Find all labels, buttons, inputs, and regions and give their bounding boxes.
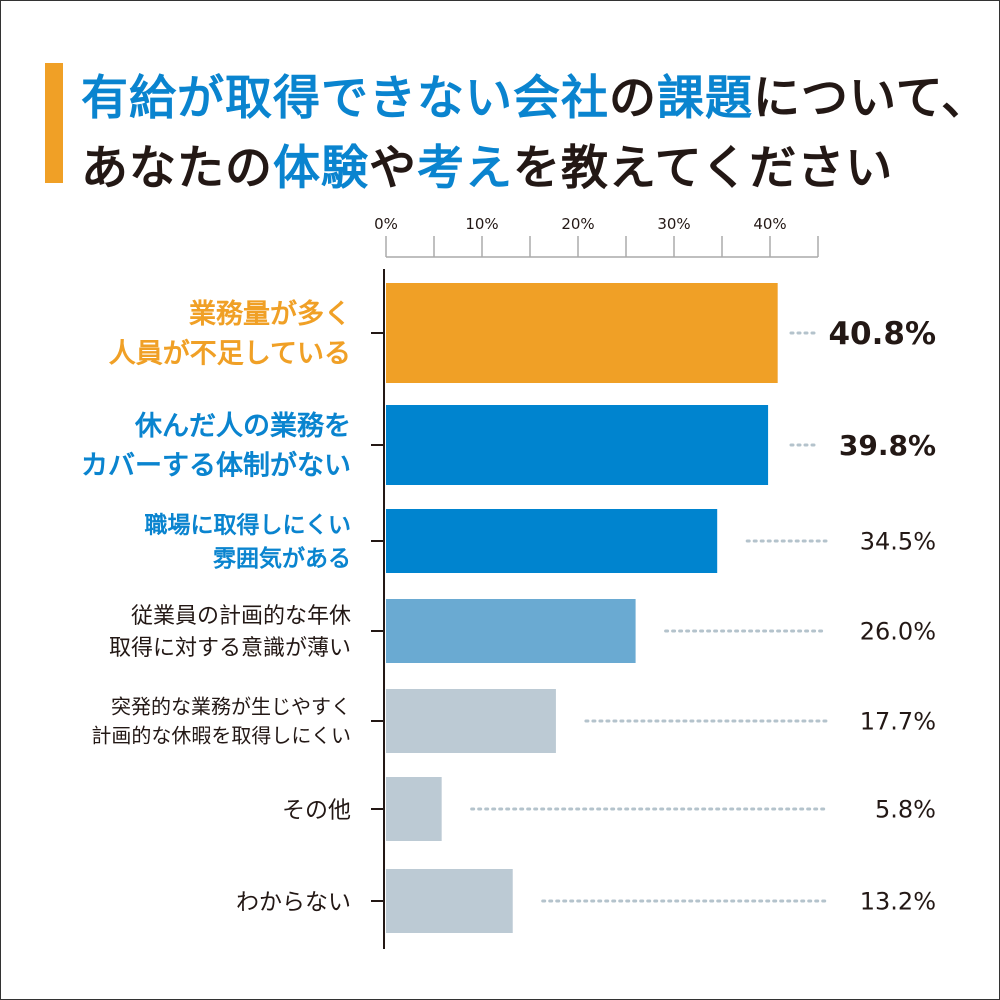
bar	[386, 405, 769, 485]
bar	[386, 283, 778, 383]
title-segment: 考え	[417, 141, 513, 196]
x-tick-label: 10%	[465, 215, 498, 233]
x-tick-label: 40%	[753, 215, 786, 233]
title-segment: の	[609, 71, 657, 126]
category-label: 従業員の計画的な年休	[131, 604, 351, 629]
value-label: 17.7%	[860, 708, 936, 736]
category-label: 計画的な休暇を取得しにくい	[91, 724, 351, 748]
value-label: 40.8%	[828, 316, 936, 352]
category-label: 業務量が多く	[189, 298, 351, 330]
category-label: 職場に取得しにくい	[144, 512, 351, 539]
bar	[386, 689, 556, 753]
x-tick-label: 20%	[561, 215, 594, 233]
category-label: 雰囲気がある	[213, 545, 351, 572]
category-label: その他	[282, 797, 351, 823]
title-segment: あなたの	[81, 141, 273, 196]
title-segment: 課題	[657, 71, 753, 126]
bar	[386, 509, 718, 573]
value-label: 13.2%	[860, 888, 936, 916]
category-label: 休んだ人の業務を	[134, 411, 351, 442]
category-label: 取得に対する意識が薄い	[109, 636, 351, 661]
value-label: 26.0%	[860, 618, 936, 646]
title-segment: 有給が取得できない会社	[81, 71, 609, 126]
category-label: 突発的な業務が生じやすく	[111, 695, 351, 719]
value-label: 39.8%	[839, 429, 936, 462]
title-line-1: 有給が取得できない会社の課題について、	[81, 59, 989, 128]
bar	[386, 599, 636, 663]
title-segment: を教えてください	[513, 141, 894, 196]
category-label: 人員が不足している	[109, 337, 351, 369]
title-segment: 体験	[273, 141, 369, 196]
title-segment: について、	[753, 71, 990, 126]
title-line-2: あなたの体験や考えを教えてください	[81, 129, 893, 198]
bar	[386, 869, 513, 933]
title-segment: や	[369, 141, 417, 196]
title-accent-bar	[45, 63, 63, 183]
value-label: 5.8%	[875, 796, 936, 824]
x-tick-label: 0%	[374, 215, 398, 233]
value-label: 34.5%	[860, 528, 936, 556]
category-label: カバーする体制がない	[81, 449, 351, 481]
x-tick-label: 30%	[657, 215, 690, 233]
category-label: わからない	[236, 889, 351, 915]
bar	[386, 777, 442, 841]
